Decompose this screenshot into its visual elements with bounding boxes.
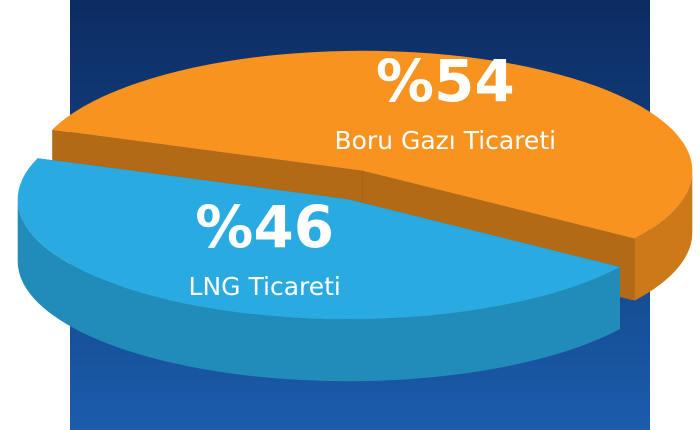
slice: [52, 50, 693, 239]
category-label: Boru Gazı Ticareti: [334, 126, 556, 155]
slice-side: [634, 170, 693, 301]
value-label: %54: [376, 47, 515, 115]
value-label: %46: [195, 193, 334, 261]
category-label: LNG Ticareti: [189, 272, 341, 301]
slice-side: [17, 199, 620, 382]
pie: %54 Boru Gazı Ticareti %46 LNG Ticareti: [17, 47, 693, 382]
slice: [17, 158, 620, 320]
